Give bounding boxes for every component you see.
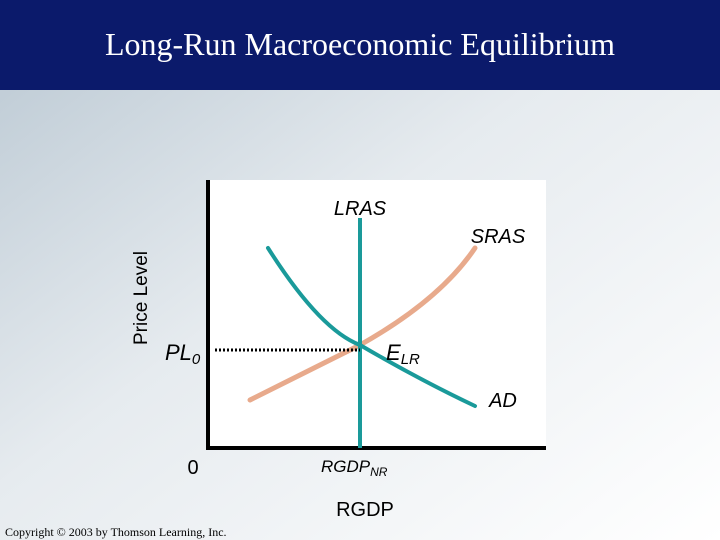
lras-label: LRAS xyxy=(334,198,387,220)
copyright: Copyright © 2003 by Thomson Learning, In… xyxy=(5,525,227,539)
equilibrium-label-sub: LR xyxy=(401,351,420,368)
price-label: PL0 xyxy=(165,340,201,368)
title: Long-Run Macroeconomic Equilibrium xyxy=(105,26,615,62)
output-label-main: RGDP xyxy=(321,457,371,476)
sras-label: SRAS xyxy=(471,226,526,248)
ad-label: AD xyxy=(488,390,517,412)
header-band xyxy=(0,0,720,90)
price-label-sub: 0 xyxy=(192,351,201,368)
x-axis-label: RGDP xyxy=(336,499,394,521)
equilibrium-label-main: E xyxy=(386,340,401,365)
output-label: RGDPNR xyxy=(321,457,388,479)
y-axis-label: Price Level xyxy=(131,251,152,345)
output-label-sub: NR xyxy=(370,465,388,479)
origin-label: 0 xyxy=(187,457,198,479)
equilibrium-label: ELR xyxy=(386,340,420,368)
plot-area xyxy=(208,180,546,448)
price-label-main: PL xyxy=(165,340,192,365)
